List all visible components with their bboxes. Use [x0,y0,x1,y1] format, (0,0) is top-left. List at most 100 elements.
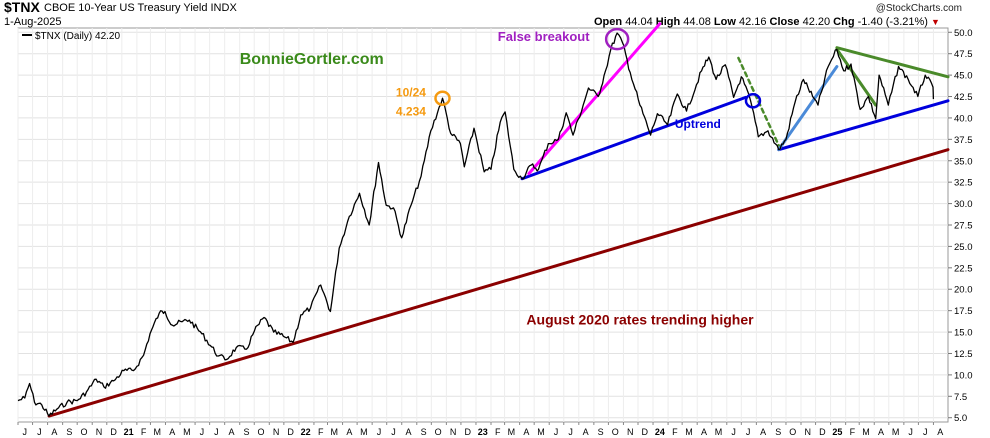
peak-value-label: 4.234 [396,104,426,118]
x-tick-label: S [775,427,781,437]
x-tick-label: J [746,427,751,437]
stockcharts-credit: @StockCharts.com [875,3,962,14]
uptrend-label: Uptrend [675,117,721,131]
x-tick-label: J [731,427,736,437]
x-tick-label: O [612,427,619,437]
x-tick-label: A [937,427,943,437]
chart-description: CBOE 10-Year US Treasury Yield INDX [44,2,237,14]
trendlines [47,22,950,418]
y-tick-label: 15.0 [954,328,973,339]
y-tick-label: 10.0 [954,370,973,381]
false-breakout-label: False breakout [498,29,590,44]
y-tick-label: 27.5 [954,221,973,232]
x-tick-label: J [23,427,28,437]
x-tick-label: N [96,427,103,437]
x-tick-label: J [200,427,205,437]
open-label: Open [594,16,623,28]
y-tick-label: 20.0 [954,285,973,296]
x-tick-label: D [464,427,471,437]
x-tick-label: 23 [478,427,488,437]
peak-date-label: 10/24 [396,86,426,100]
x-tick-label: S [421,427,427,437]
trendline-uptrend-2024 [777,99,950,152]
x-tick-label: M [360,427,368,437]
chart-symbol: $TNX [4,0,40,15]
x-tick-label: A [228,427,234,437]
x-tick-label: F [495,427,501,437]
x-tick-label: J [908,427,913,437]
x-tick-label: J [554,427,559,437]
x-tick-label: J [923,427,928,437]
watermark: BonnieGortler.com [240,51,384,68]
legend: $TNX (Daily) 42.20 [22,31,120,42]
y-tick-label: 7.5 [954,392,967,403]
x-tick-label: A [583,427,589,437]
x-tick-label: M [685,427,693,437]
trendline-green-dotted [737,56,780,147]
y-tick-label: 37.5 [954,135,973,146]
x-tick-label: D [110,427,117,437]
x-tick-label: A [169,427,175,437]
x-tick-label: A [523,427,529,437]
x-tick-label: A [878,427,884,437]
x-tick-label: N [273,427,280,437]
x-tick-label: O [80,427,87,437]
x-tick-label: F [141,427,147,437]
x-tick-label: N [627,427,634,437]
low-value: 42.16 [738,16,767,28]
price-line [17,32,935,417]
open-value: 44.04 [625,16,653,28]
false-breakout-circle [604,27,630,51]
x-tick-label: O [435,427,442,437]
y-tick-label: 22.5 [954,263,973,274]
x-tick-label: M [331,427,339,437]
close-value: 42.20 [802,16,831,28]
x-tick-label: F [850,427,856,437]
x-tick-label: 25 [832,427,842,437]
x-tick-label: J [214,427,219,437]
chg-label: Chg [833,16,855,28]
x-tick-label: M [153,427,161,437]
low-label: Low [713,16,736,28]
x-tick-label: A [701,427,707,437]
high-value: 44.08 [683,16,711,28]
down-arrow-icon: ▼ [931,17,940,27]
y-tick-label: 17.5 [954,306,973,317]
x-tick-label: D [819,427,826,437]
y-tick-label: 42.5 [954,92,973,103]
x-tick-label: S [598,427,604,437]
x-tick-label: N [450,427,457,437]
price-series [17,32,935,417]
x-tick-label: M [715,427,723,437]
x-tick-label: 24 [655,427,665,437]
x-tick-label: M [892,427,900,437]
x-tick-label: O [258,427,265,437]
chart-date: 1-Aug-2025 [4,16,62,28]
trendline-green-channel [835,47,878,107]
x-tick-label: S [243,427,249,437]
y-tick-label: 12.5 [954,349,973,360]
x-tick-label: M [537,427,545,437]
y-tick-label: 30.0 [954,199,973,210]
x-tick-label: F [672,427,678,437]
annotations: BonnieGortler.com 10/24 4.234 False breakou… [240,29,754,328]
trendline-uptrend-2023 [520,95,748,181]
x-tick-label: A [406,427,412,437]
x-tick-label: F [318,427,324,437]
y-tick-label: 35.0 [954,156,973,167]
y-tick-label: 40.0 [954,113,973,124]
y-tick-label: 25.0 [954,242,973,253]
y-tick-label: 47.5 [954,49,973,60]
x-tick-label: D [642,427,649,437]
y-tick-label: 50.0 [954,28,973,39]
x-tick-label: M [862,427,870,437]
x-tick-label: S [66,427,72,437]
x-tick-label: A [760,427,766,437]
x-tick-label: A [346,427,352,437]
y-tick-label: 5.0 [954,413,967,424]
x-tick-label: N [805,427,812,437]
trendline-false-breakout-line [527,22,662,176]
close-label: Close [769,16,800,28]
x-tick-label: 21 [124,427,134,437]
x-tick-label: J [391,427,396,437]
